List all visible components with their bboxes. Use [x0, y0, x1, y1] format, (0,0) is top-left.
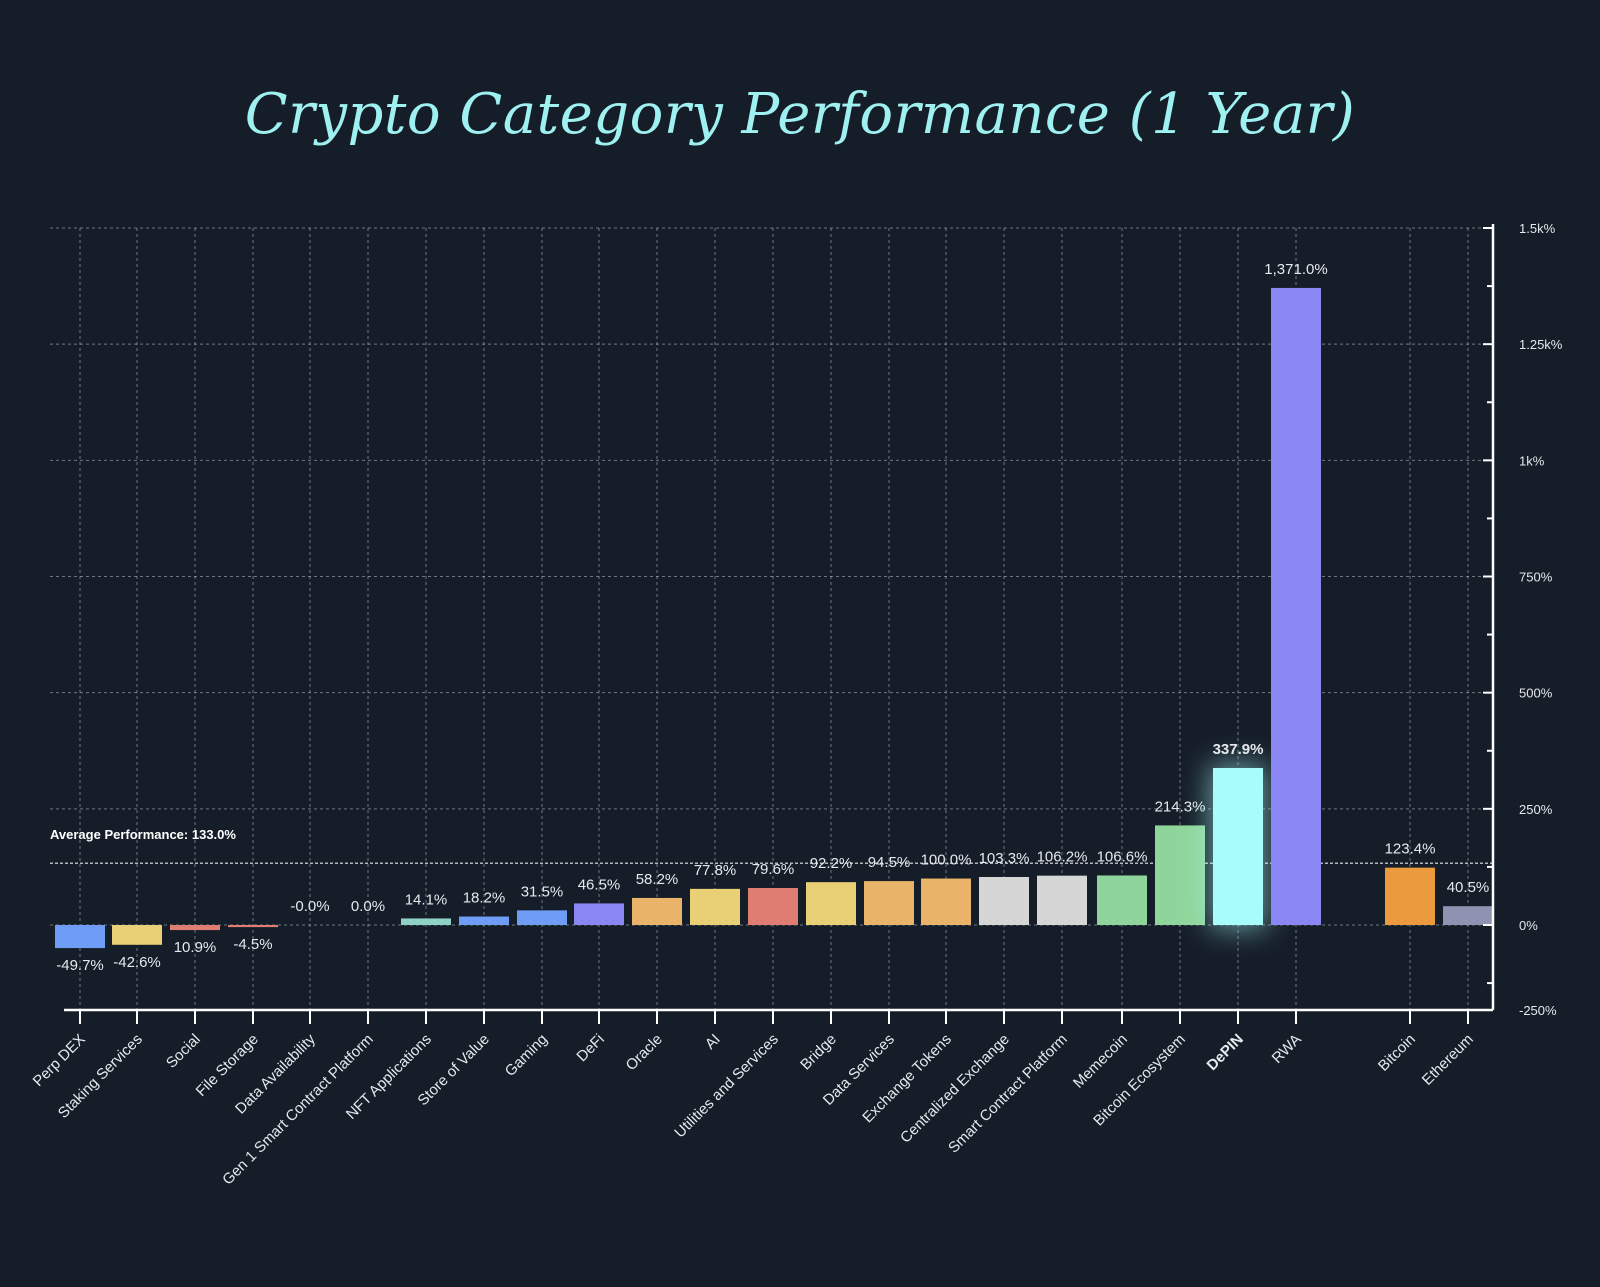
bar: [1097, 875, 1147, 925]
value-label: -0.0%: [290, 898, 329, 915]
value-label: -42.6%: [113, 954, 161, 971]
bar: [55, 925, 105, 949]
category-label: Ethereum: [1419, 1031, 1477, 1089]
category-label: Oracle: [623, 1031, 666, 1074]
category-label: Utilities and Services: [671, 1031, 781, 1141]
bar: [690, 888, 740, 925]
value-label: 94.5%: [868, 854, 911, 871]
y-tick-label: 500%: [1519, 686, 1553, 701]
bar: [517, 910, 567, 925]
bar: [401, 918, 451, 925]
value-label: 46.5%: [578, 876, 621, 893]
bar: [459, 916, 509, 925]
bar: [979, 876, 1029, 925]
value-label: 1,371.0%: [1264, 261, 1327, 278]
bar: [748, 888, 798, 925]
category-label: AI: [702, 1031, 724, 1053]
bar: [112, 925, 162, 945]
bar: [806, 882, 856, 925]
value-label: -4.5%: [233, 936, 272, 953]
category-label: DeFi: [573, 1031, 607, 1065]
bar: [228, 925, 278, 928]
y-tick-label: 750%: [1519, 570, 1553, 585]
category-label: Bridge: [797, 1031, 840, 1074]
value-label: 214.3%: [1155, 798, 1206, 815]
value-label: 337.9%: [1213, 741, 1264, 758]
y-tick-label: 1.5k%: [1519, 221, 1556, 236]
value-label: 10.9%: [174, 939, 217, 956]
value-label: 14.1%: [405, 891, 448, 908]
value-label: 92.2%: [810, 855, 853, 872]
bar: [864, 881, 914, 925]
value-label: 100.0%: [921, 852, 972, 869]
y-tick-label: 250%: [1519, 802, 1553, 817]
category-label: Memecoin: [1070, 1031, 1131, 1092]
bar: [1213, 767, 1263, 925]
category-label: Smart Contract Platform: [945, 1031, 1071, 1157]
category-label: Bitcoin: [1375, 1031, 1419, 1075]
value-label: 123.4%: [1385, 841, 1436, 858]
value-label: -49.7%: [56, 957, 104, 974]
bar: [921, 878, 971, 925]
bar: [632, 897, 682, 925]
bar: [1385, 867, 1435, 925]
category-label: Social: [163, 1031, 204, 1072]
bars: -49.7% -42.6% 10.9% -4.5% -0.0% 0.0% 14.1% 18.2…: [55, 261, 1493, 974]
bar: [1037, 875, 1087, 925]
bar: [1271, 287, 1321, 925]
chart-title: Crypto Category Performance (1 Year): [244, 82, 1356, 147]
value-label: 77.8%: [694, 862, 737, 879]
value-label: 106.2%: [1037, 849, 1088, 866]
value-label: 18.2%: [463, 890, 506, 907]
value-label: 58.2%: [636, 871, 679, 888]
value-label: 79.6%: [752, 861, 795, 878]
category-label: Gaming: [502, 1031, 551, 1080]
value-label: 106.6%: [1097, 848, 1148, 865]
value-label: 0.0%: [351, 898, 385, 915]
bar: [1443, 906, 1493, 925]
category-label: RWA: [1269, 1031, 1305, 1067]
value-label: 40.5%: [1447, 879, 1490, 896]
average-label: Average Performance: 133.0%: [50, 827, 236, 842]
bar: [170, 925, 220, 931]
bar: [1155, 825, 1205, 925]
bar: [574, 903, 624, 925]
y-tick-label: 1.25k%: [1519, 337, 1563, 352]
y-tick-label: 0%: [1519, 918, 1538, 933]
grid: [50, 227, 1493, 1010]
value-label: 103.3%: [979, 850, 1030, 867]
category-label: DePIN: [1204, 1031, 1247, 1074]
value-label: 31.5%: [521, 883, 564, 900]
y-tick-label: -250%: [1519, 1003, 1557, 1018]
category-label: Perp DEX: [30, 1031, 89, 1090]
category-label: Centralized Exchange: [897, 1031, 1013, 1147]
y-tick-label: 1k%: [1519, 453, 1545, 468]
